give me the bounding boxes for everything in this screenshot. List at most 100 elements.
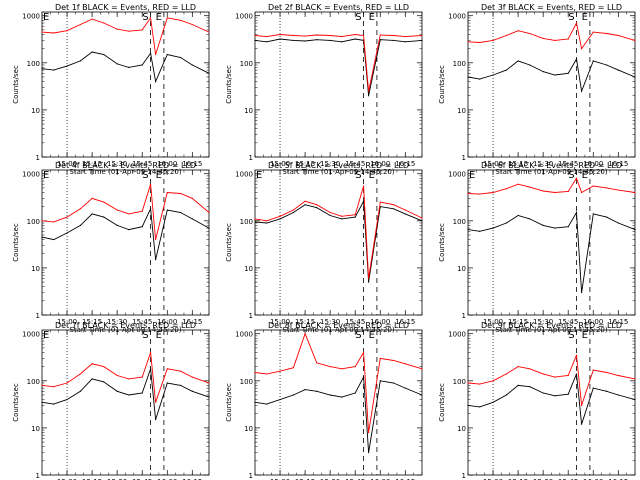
data-point-events <box>580 423 583 425</box>
data-point-lld <box>103 22 105 24</box>
data-point-events <box>492 401 494 403</box>
data-point-lld <box>606 187 608 189</box>
panel-title: Det 8f BLACK = Events, RED = LLD <box>268 321 409 330</box>
data-point-lld <box>354 214 356 216</box>
data-point-lld <box>166 191 168 194</box>
y-tick-label: 1 <box>249 154 253 162</box>
data-point-lld <box>517 183 519 185</box>
x-tick-label: 15:15 <box>82 318 102 326</box>
data-point-lld <box>103 366 105 368</box>
data-point-lld <box>128 30 130 32</box>
data-point-events <box>304 204 306 206</box>
data-point-events <box>191 64 193 66</box>
data-point-events <box>354 38 356 40</box>
data-point-lld <box>254 34 256 37</box>
data-point-lld <box>421 368 423 370</box>
data-point-lld <box>362 185 365 187</box>
data-point-events <box>341 218 343 220</box>
y-tick-label: 10 <box>457 265 466 273</box>
data-point-lld <box>580 191 583 194</box>
panel-title: Det 9f BLACK = Events, RED = LLD <box>481 321 622 330</box>
marker-label-e_right: E <box>369 12 375 23</box>
data-point-events <box>116 390 118 392</box>
data-point-lld <box>292 367 295 369</box>
marker-label-e-left: E <box>256 170 262 181</box>
data-point-events <box>634 229 636 231</box>
marker-label-e_right: E <box>156 170 162 181</box>
data-point-lld <box>421 34 423 37</box>
y-axis-label: Counts/sec <box>225 383 233 422</box>
data-point-events <box>580 291 583 294</box>
data-point-lld <box>606 32 608 35</box>
data-point-lld <box>116 209 118 211</box>
data-point-events <box>180 384 182 386</box>
y-tick-label: 1 <box>36 312 40 320</box>
data-point-lld <box>467 192 469 195</box>
data-point-lld <box>53 221 55 223</box>
data-point-events <box>292 39 295 41</box>
data-point-events <box>53 238 55 241</box>
data-point-events <box>141 64 143 66</box>
data-point-lld <box>379 34 381 36</box>
data-point-events <box>191 390 193 392</box>
data-point-lld <box>575 22 578 24</box>
data-point-lld <box>542 190 544 192</box>
data-point-events <box>606 390 608 392</box>
y-tick-label: 100 <box>240 218 253 226</box>
x-tick-label: 15:30 <box>320 160 340 168</box>
y-tick-label: 1000 <box>22 331 40 339</box>
data-point-lld <box>379 201 381 203</box>
data-point-events <box>279 398 281 401</box>
x-tick-label: 15:45 <box>558 478 578 480</box>
data-point-events <box>606 216 608 218</box>
data-point-lld <box>404 363 406 365</box>
data-point-lld <box>141 29 143 31</box>
x-tick-label: 16:15 <box>608 318 628 326</box>
data-point-lld <box>79 373 82 375</box>
data-point-lld <box>191 197 193 199</box>
data-point-lld <box>567 38 569 40</box>
data-point-lld <box>149 351 152 354</box>
data-point-events <box>467 229 469 231</box>
data-point-events <box>421 394 423 396</box>
data-point-events <box>393 382 395 384</box>
y-axis-label: Counts/sec <box>438 223 446 262</box>
y-tick-label: 1 <box>249 312 253 320</box>
panel-title: Det 5f BLACK = Events, RED = LLD <box>268 161 409 170</box>
y-tick-label: 10 <box>31 425 40 433</box>
data-point-lld <box>154 53 157 56</box>
data-point-lld <box>79 208 82 210</box>
data-point-events <box>354 392 356 394</box>
data-point-lld <box>617 189 619 191</box>
data-point-events <box>393 208 395 210</box>
data-point-lld <box>529 186 531 188</box>
data-point-lld <box>479 193 481 195</box>
data-point-events <box>91 378 93 380</box>
y-tick-label: 1000 <box>235 13 253 21</box>
data-point-events <box>542 392 544 394</box>
data-point-events <box>154 259 157 261</box>
panel-grid: Det 1f BLACK = Events, RED = LLD 1 10 100 10… <box>12 3 636 480</box>
marker-label-s: S <box>568 12 574 23</box>
data-point-events <box>341 396 343 398</box>
data-point-lld <box>91 363 93 365</box>
data-point-lld <box>329 366 331 368</box>
y-tick-label: 100 <box>27 60 40 68</box>
marker-label-s: S <box>568 330 574 341</box>
x-tick-label: 16:00 <box>157 318 177 326</box>
y-axis-label: Counts/sec <box>12 223 20 262</box>
data-point-lld <box>479 41 481 44</box>
x-tick-label: 16:15 <box>608 160 628 168</box>
x-tick-label: 15:15 <box>508 160 528 168</box>
data-point-events <box>379 380 381 382</box>
data-point-lld <box>575 177 578 179</box>
data-point-events <box>279 38 281 40</box>
data-point-lld <box>362 351 365 354</box>
data-point-events <box>154 80 157 83</box>
data-point-lld <box>66 30 68 32</box>
data-point-lld <box>575 354 578 356</box>
y-tick-label: 1000 <box>448 13 466 21</box>
data-point-events <box>529 218 531 220</box>
data-point-lld <box>529 32 531 35</box>
